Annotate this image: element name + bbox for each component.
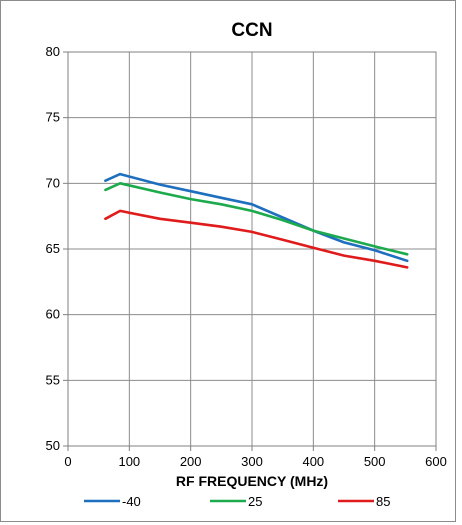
x-tick-label: 0: [64, 454, 71, 469]
legend: -40 25 85: [84, 494, 390, 509]
y-tick-label: 60: [46, 307, 60, 322]
x-tick-label: 200: [180, 454, 202, 469]
x-tick-label: 400: [302, 454, 324, 469]
y-tick-label: 80: [46, 44, 60, 59]
x-axis-label: RF FREQUENCY (MHz): [176, 473, 328, 489]
x-tick-label: 500: [364, 454, 386, 469]
chart-title: CCN: [231, 20, 272, 41]
y-axis-ticks: 50 55 60 65 70 75 80: [46, 44, 68, 453]
series-lines: [104, 172, 409, 269]
x-tick-label: 600: [425, 454, 447, 469]
x-tick-label: 300: [241, 454, 263, 469]
legend-label-85: 85: [376, 494, 390, 509]
legend-label-25: 25: [248, 494, 262, 509]
legend-label--40: -40: [122, 494, 141, 509]
series-line-25: [104, 182, 409, 256]
x-tick-label: 100: [118, 454, 140, 469]
y-tick-label: 55: [46, 372, 60, 387]
x-axis-ticks: 0 100 200 300 400 500 600: [64, 446, 447, 469]
y-tick-label: 50: [46, 438, 60, 453]
y-tick-label: 70: [46, 175, 60, 190]
y-tick-label: 65: [46, 241, 60, 256]
series-line--40: [104, 172, 409, 263]
y-tick-label: 75: [46, 110, 60, 125]
series-line-85: [104, 209, 409, 269]
